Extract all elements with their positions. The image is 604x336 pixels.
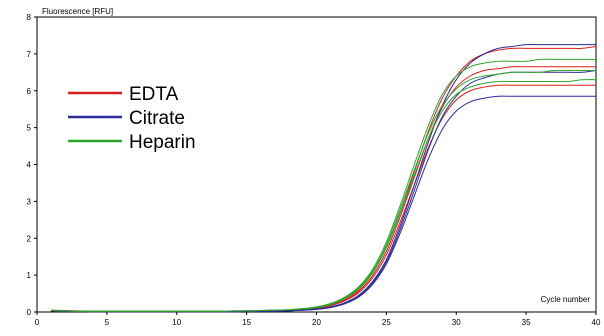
y-tick-label: 5: [27, 124, 32, 133]
y-tick-label: 2: [27, 234, 32, 243]
x-tick-label: 30: [452, 318, 461, 327]
curves: [50, 44, 597, 313]
legend: EDTA Citrate Heparin: [68, 84, 196, 153]
x-tick-label: 10: [172, 318, 181, 327]
y-tick-label: 0: [27, 308, 32, 317]
x-tick-label: 40: [592, 318, 601, 327]
y-tick-label: 4: [27, 161, 32, 170]
curve-citrate-3: [50, 69, 597, 313]
legend-label-heparin: Heparin: [129, 132, 196, 153]
x-tick-label: 25: [382, 318, 391, 327]
y-tick-label: 8: [27, 13, 32, 22]
legend-label-edta: EDTA: [129, 84, 179, 105]
x-tick-label: 0: [35, 318, 40, 327]
axes: 0 1 2 3 4 5 6 7 8 0 5 10 15 20 25 30 35 40: [27, 13, 601, 327]
x-tick-label: 20: [312, 318, 321, 327]
y-tick-label: 6: [27, 87, 32, 96]
curve-heparin-2: [50, 69, 596, 312]
x-tick-label: 15: [242, 318, 251, 327]
legend-label-citrate: Citrate: [129, 108, 185, 129]
y-tick-label: 1: [27, 271, 32, 280]
x-axis-label: Cycle number: [541, 295, 591, 304]
x-tick-label: 5: [105, 318, 110, 327]
y-axis-label: Fluorescence [RFU]: [42, 7, 113, 16]
y-tick-label: 3: [27, 197, 32, 206]
x-tick-label: 35: [522, 318, 531, 327]
y-tick-label: 7: [27, 50, 32, 59]
curve-heparin-3: [50, 79, 597, 312]
